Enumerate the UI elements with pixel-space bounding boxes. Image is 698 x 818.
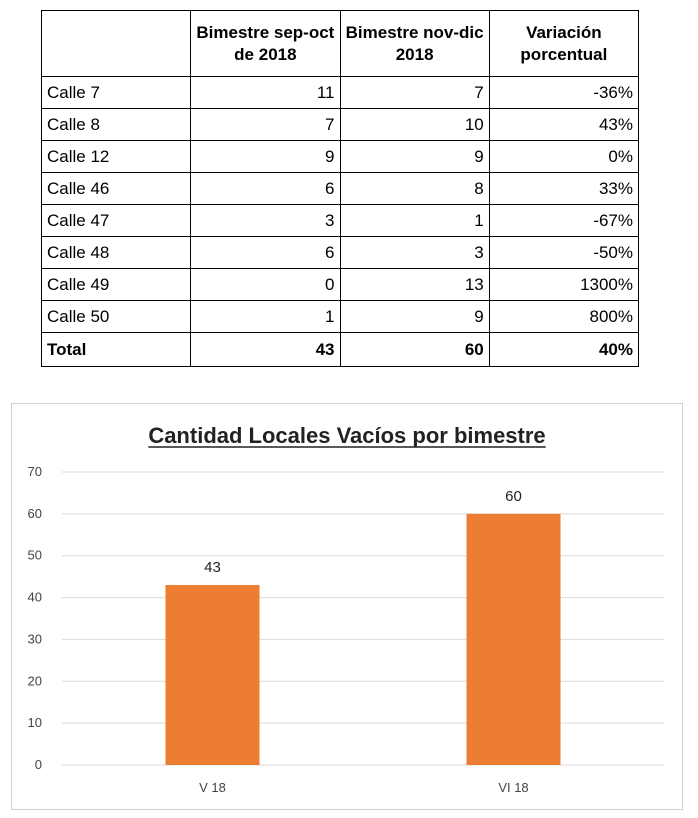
table-row: Calle 46 6 8 33% <box>40 172 640 205</box>
x-tick-label: VI 18 <box>498 780 528 795</box>
cell-nov-dic: 1 <box>339 204 490 237</box>
cell-nov-dic: 13 <box>339 268 490 301</box>
header-cell-blank <box>40 10 192 77</box>
cell-sep-oct: 3 <box>190 204 341 237</box>
cell-sep-oct: 0 <box>190 268 341 301</box>
row-label: Calle 49 <box>40 268 192 301</box>
table-row: Calle 49 0 13 1300% <box>40 268 640 301</box>
row-label: Calle 47 <box>40 204 192 237</box>
cell-nov-dic: 8 <box>339 172 490 205</box>
table-row: Calle 50 1 9 800% <box>40 300 640 333</box>
bar <box>466 513 561 765</box>
y-tick-label: 20 <box>28 673 42 688</box>
table-row: Calle 48 6 3 -50% <box>40 236 640 269</box>
gridlines <box>62 471 664 766</box>
y-axis-ticks: 0 10 20 30 40 50 60 70 <box>28 464 42 772</box>
data-table: Bimestre sep-oct de 2018 Bimestre nov-di… <box>40 10 640 367</box>
cell-sep-oct: 1 <box>190 300 341 333</box>
y-tick-label: 10 <box>28 715 42 730</box>
x-axis-ticks: V 18 VI 18 <box>199 780 529 795</box>
total-label: Total <box>40 332 192 367</box>
bars <box>165 513 561 765</box>
bar-chart: Cantidad Locales Vacíos por bimestre 0 10… <box>11 403 683 810</box>
data-label: 43 <box>204 559 221 576</box>
cell-nov-dic: 10 <box>339 108 490 141</box>
y-tick-label: 60 <box>28 506 42 521</box>
row-label: Calle 7 <box>40 76 192 109</box>
table-row: Calle 12 9 9 0% <box>40 140 640 173</box>
cell-variacion: 33% <box>488 172 640 205</box>
cell-variacion: 800% <box>488 300 640 333</box>
row-label: Calle 12 <box>40 140 192 173</box>
data-label: 60 <box>505 488 522 505</box>
total-variacion: 40% <box>488 332 640 367</box>
chart-canvas: Cantidad Locales Vacíos por bimestre 0 10… <box>28 423 664 795</box>
cell-sep-oct: 6 <box>190 236 341 269</box>
x-tick-label: V 18 <box>199 780 226 795</box>
table-total-row: Total 43 60 40% <box>40 332 640 367</box>
cell-sep-oct: 7 <box>190 108 341 141</box>
cell-variacion: 1300% <box>488 268 640 301</box>
y-tick-label: 0 <box>35 757 42 772</box>
header-cell-nov-dic: Bimestre nov-dic 2018 <box>339 10 490 77</box>
row-label: Calle 48 <box>40 236 192 269</box>
bar <box>165 585 260 765</box>
header-cell-sep-oct: Bimestre sep-oct de 2018 <box>190 10 341 77</box>
header-cell-variacion: Variación porcentual <box>488 10 640 77</box>
cell-variacion: 0% <box>488 140 640 173</box>
y-tick-label: 40 <box>28 590 42 605</box>
cell-nov-dic: 7 <box>339 76 490 109</box>
cell-sep-oct: 6 <box>190 172 341 205</box>
y-tick-label: 30 <box>28 631 42 646</box>
y-tick-label: 70 <box>28 464 42 479</box>
cell-sep-oct: 9 <box>190 140 341 173</box>
total-sep-oct: 43 <box>190 332 341 367</box>
row-label: Calle 46 <box>40 172 192 205</box>
data-labels: 43 60 <box>204 488 522 576</box>
cell-variacion: -36% <box>488 76 640 109</box>
cell-variacion: -67% <box>488 204 640 237</box>
cell-sep-oct: 11 <box>190 76 341 109</box>
chart-title: Cantidad Locales Vacíos por bimestre <box>148 423 545 448</box>
table-row: Calle 7 11 7 -36% <box>40 76 640 109</box>
cell-nov-dic: 3 <box>339 236 490 269</box>
table-row: Calle 8 7 10 43% <box>40 108 640 141</box>
row-label: Calle 50 <box>40 300 192 333</box>
y-tick-label: 50 <box>28 548 42 563</box>
table-header-row: Bimestre sep-oct de 2018 Bimestre nov-di… <box>40 10 640 77</box>
cell-variacion: 43% <box>488 108 640 141</box>
row-label: Calle 8 <box>40 108 192 141</box>
cell-nov-dic: 9 <box>339 300 490 333</box>
table-row: Calle 47 3 1 -67% <box>40 204 640 237</box>
cell-variacion: -50% <box>488 236 640 269</box>
cell-nov-dic: 9 <box>339 140 490 173</box>
total-nov-dic: 60 <box>339 332 490 367</box>
